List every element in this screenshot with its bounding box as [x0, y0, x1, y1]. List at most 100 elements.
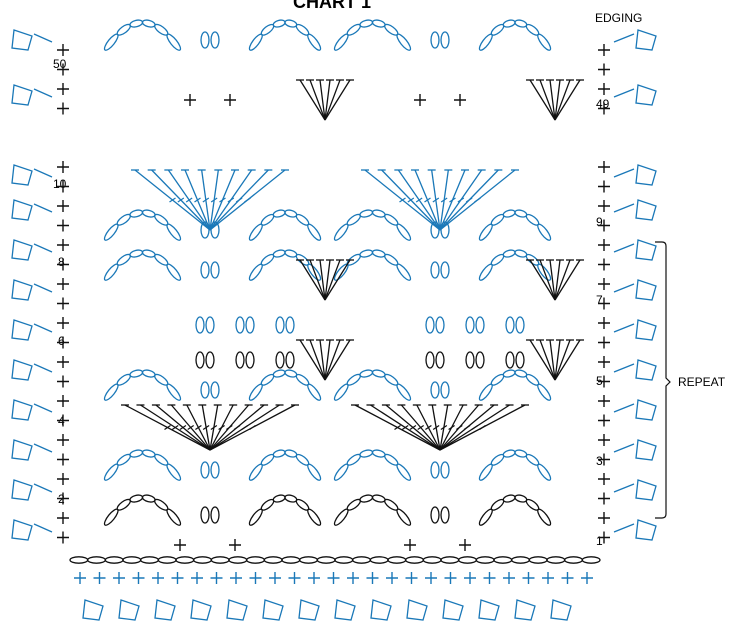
double-crochet-stitch [319, 259, 326, 301]
picot-loop [475, 316, 485, 334]
stitch-tick [455, 425, 463, 430]
picot-loop [285, 316, 295, 334]
stitch-tick [448, 425, 455, 430]
single-crochet-symbol [57, 492, 69, 505]
stitch-tick [415, 197, 423, 203]
double-crochet-stitch [309, 259, 326, 301]
picot-loop [205, 316, 215, 334]
stitch-tick [218, 425, 225, 430]
chain-stitch-oval [166, 463, 182, 481]
chain-stitch-oval [141, 494, 156, 503]
single-crochet-symbol [598, 356, 610, 368]
stitch-tick [210, 425, 218, 430]
single-crochet-symbol [366, 572, 379, 584]
row-number-1: 1 [596, 534, 603, 548]
chain-stitch-oval [371, 19, 386, 28]
double-crochet-stitch [554, 259, 571, 301]
edging-picot [11, 519, 33, 541]
chain-stitch-oval [141, 209, 156, 218]
single-crochet-symbol [57, 102, 69, 115]
chain-stitch-oval [333, 508, 349, 526]
stitch-tick [440, 425, 448, 430]
single-crochet-symbol [425, 572, 437, 584]
single-crochet-symbol [542, 572, 554, 584]
chain-stitch-oval [369, 556, 389, 564]
chain-stitch-oval [405, 556, 424, 564]
chain-stitch-oval [359, 249, 374, 258]
chain-stitch-oval [307, 33, 322, 51]
edging-connector [33, 33, 53, 43]
single-crochet-symbol [57, 239, 69, 251]
edging-connector [33, 443, 53, 453]
chain-stitch-oval [284, 249, 298, 258]
single-crochet-symbol [230, 572, 242, 584]
edging-picot [11, 84, 33, 106]
row-number-3: 3 [596, 454, 603, 468]
edging-connector [33, 168, 53, 178]
stitch-tick [479, 425, 486, 430]
chain-stitch-oval [537, 263, 552, 281]
stitch-tick [465, 197, 473, 203]
double-crochet-stitch [529, 339, 556, 381]
double-crochet-stitch [539, 79, 556, 121]
picot-loop [275, 316, 285, 334]
edging-connector [613, 283, 635, 293]
edging-connector [33, 88, 53, 98]
double-crochet-stitch [324, 339, 331, 381]
single-crochet-symbol [57, 83, 69, 95]
single-crochet-symbol [598, 375, 610, 388]
chain-stitch-oval [246, 556, 265, 564]
picot-loop [210, 506, 220, 524]
single-crochet-symbol [414, 94, 426, 106]
single-crochet-symbol [598, 200, 610, 212]
single-crochet-symbol [598, 161, 610, 173]
stitch-tick [440, 197, 448, 203]
edging-picot [334, 599, 356, 621]
edging-picot [442, 599, 464, 621]
chain-stitch-oval [307, 223, 322, 241]
chain-stitch-oval [581, 556, 601, 564]
chain-stitch-oval [284, 19, 298, 28]
picot-loop [210, 31, 220, 49]
single-crochet-symbol [113, 572, 125, 584]
edging-picot [478, 599, 500, 621]
edging-picot [635, 519, 657, 541]
edging-picot [635, 319, 657, 341]
single-crochet-symbol [522, 572, 535, 584]
row-number-49: 49 [596, 97, 610, 111]
chain-stitch-oval [307, 383, 322, 401]
single-crochet-symbol [598, 512, 610, 524]
single-crochet-symbol [57, 336, 69, 349]
single-crochet-symbol [57, 453, 69, 466]
stitch-tick [457, 197, 465, 203]
single-crochet-symbol [57, 278, 69, 290]
chain-stitch-oval [166, 383, 182, 401]
single-crochet-symbol [598, 83, 610, 95]
single-crochet-symbol [598, 44, 610, 56]
picot-loop [430, 461, 440, 479]
stitch-tick [233, 425, 241, 430]
stitch-tick [463, 425, 471, 430]
chain-stitch-oval [284, 449, 298, 458]
single-crochet-symbol [483, 572, 496, 584]
chain-stitch-oval [272, 369, 286, 378]
chain-stitch-oval [514, 19, 528, 28]
double-crochet-stitch [324, 259, 331, 301]
edging-picot [406, 599, 428, 621]
single-crochet-symbol [598, 180, 610, 193]
stitch-tick [227, 197, 235, 203]
single-crochet-symbol [74, 572, 86, 584]
chain-stitch-oval [396, 383, 412, 401]
single-crochet-symbol [132, 572, 145, 584]
chain-stitch-oval [359, 19, 374, 28]
double-crochet-stitch [324, 79, 351, 121]
chain-stitch-oval [537, 463, 552, 481]
single-crochet-symbol [598, 63, 610, 76]
chain-stitch-oval [228, 556, 248, 564]
picot-loop [200, 381, 210, 399]
edging-connector [33, 283, 53, 293]
single-crochet-symbol [57, 297, 69, 310]
edging-picot [11, 279, 33, 301]
edging-picot [514, 599, 536, 621]
stitch-tick [401, 425, 409, 430]
